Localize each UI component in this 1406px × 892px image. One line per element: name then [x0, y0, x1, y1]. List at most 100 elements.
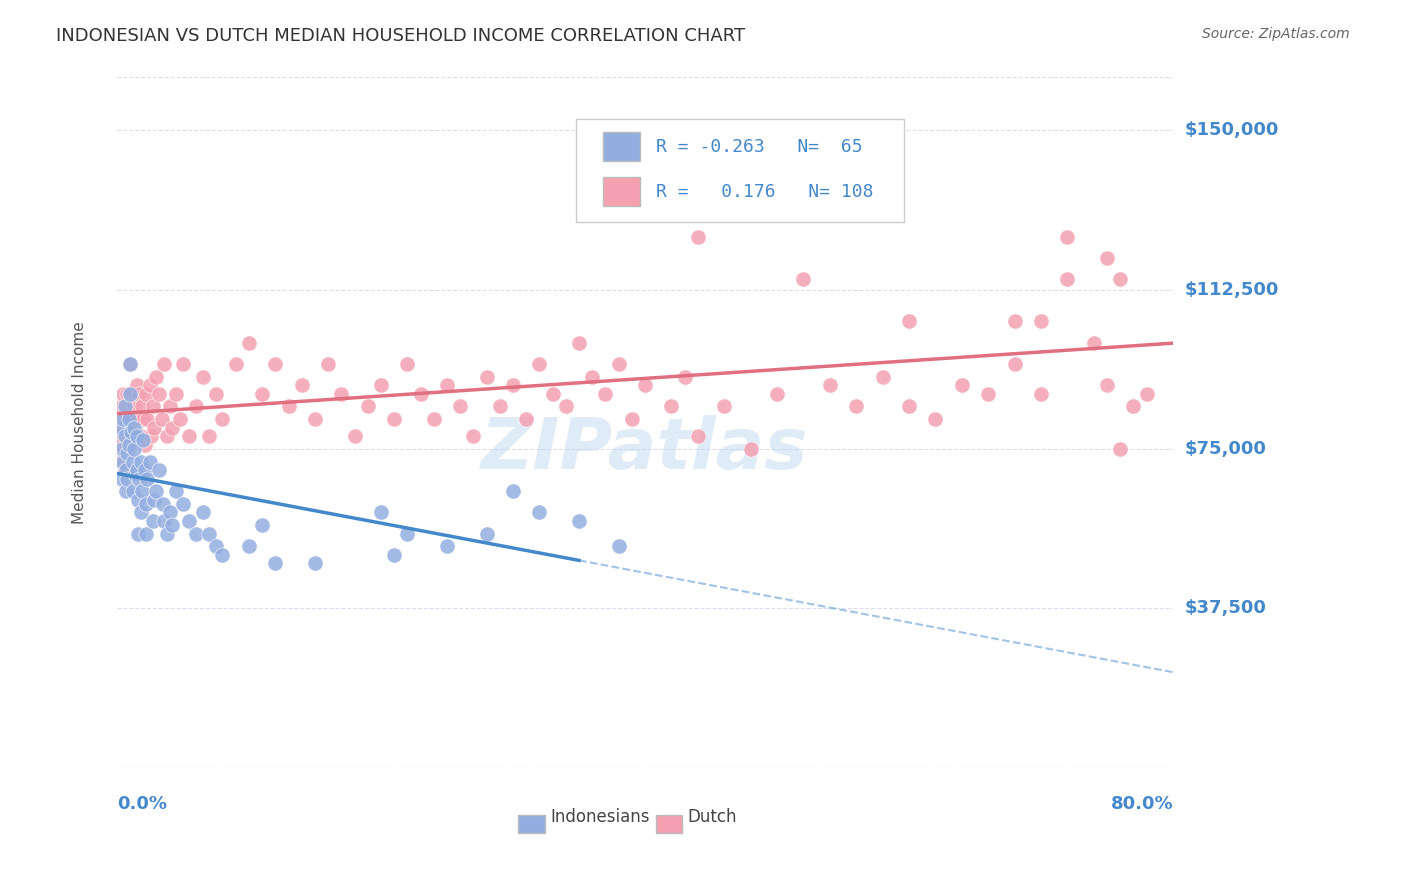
Dutch [673, 369, 696, 384]
Text: Median Household Income: Median Household Income [73, 321, 87, 524]
Indonesians [125, 463, 148, 477]
Text: INDONESIAN VS DUTCH MEDIAN HOUSEHOLD INCOME CORRELATION CHART: INDONESIAN VS DUTCH MEDIAN HOUSEHOLD INC… [56, 27, 745, 45]
Dutch [211, 412, 233, 426]
Dutch [488, 400, 510, 414]
Indonesians [121, 484, 143, 499]
Dutch [515, 412, 537, 426]
Text: $75,000: $75,000 [1184, 440, 1265, 458]
Dutch [179, 429, 201, 443]
Indonesians [117, 471, 139, 485]
Indonesians [370, 506, 392, 520]
Indonesians [118, 412, 141, 426]
Indonesians [118, 437, 141, 451]
Indonesians [205, 540, 228, 554]
Dutch [139, 378, 162, 392]
Indonesians [125, 429, 148, 443]
Dutch [607, 187, 630, 202]
Dutch [304, 412, 326, 426]
Dutch [111, 400, 134, 414]
Dutch [120, 386, 142, 401]
Indonesians [132, 434, 155, 448]
Dutch [264, 357, 287, 371]
Dutch [449, 400, 471, 414]
Dutch [343, 429, 366, 443]
Indonesians [529, 506, 551, 520]
Dutch [766, 386, 789, 401]
Text: Source: ZipAtlas.com: Source: ZipAtlas.com [1202, 27, 1350, 41]
Text: 80.0%: 80.0% [1111, 795, 1173, 813]
Dutch [198, 429, 221, 443]
Dutch [169, 412, 191, 426]
Dutch [950, 378, 973, 392]
Indonesians [117, 446, 139, 460]
Dutch [114, 463, 136, 477]
Dutch [634, 378, 657, 392]
Indonesians [114, 429, 136, 443]
Text: R =   0.176   N= 108: R = 0.176 N= 108 [655, 183, 873, 202]
Indonesians [152, 497, 174, 511]
Dutch [818, 378, 841, 392]
Indonesians [139, 454, 162, 468]
Indonesians [191, 506, 214, 520]
Dutch [110, 429, 132, 443]
Dutch [153, 357, 176, 371]
Dutch [1109, 442, 1132, 456]
Dutch [422, 412, 444, 426]
Dutch [225, 357, 247, 371]
Indonesians [112, 454, 135, 468]
Dutch [122, 400, 145, 414]
Dutch [502, 378, 524, 392]
Indonesians [238, 540, 260, 554]
Indonesians [141, 514, 163, 528]
Dutch [686, 229, 709, 244]
Dutch [872, 369, 894, 384]
FancyBboxPatch shape [603, 132, 640, 161]
Dutch [120, 357, 142, 371]
Indonesians [112, 412, 135, 426]
Dutch [150, 412, 173, 426]
Dutch [845, 400, 868, 414]
Dutch [108, 412, 131, 426]
Dutch [529, 357, 551, 371]
Dutch [112, 420, 135, 434]
Indonesians [135, 497, 157, 511]
Dutch [1095, 378, 1118, 392]
Dutch [142, 420, 165, 434]
Dutch [141, 400, 163, 414]
Dutch [125, 378, 148, 392]
Dutch [924, 412, 946, 426]
Indonesians [153, 514, 176, 528]
Dutch [370, 378, 392, 392]
Dutch [568, 335, 591, 350]
Dutch [121, 429, 143, 443]
Dutch [330, 386, 353, 401]
Indonesians [156, 526, 179, 541]
Dutch [131, 400, 153, 414]
Dutch [409, 386, 432, 401]
Dutch [172, 357, 194, 371]
Indonesians [148, 463, 170, 477]
Dutch [541, 386, 564, 401]
Dutch [165, 386, 187, 401]
FancyBboxPatch shape [576, 119, 904, 222]
Dutch [134, 437, 156, 451]
Dutch [1109, 272, 1132, 286]
Dutch [124, 420, 146, 434]
Dutch [713, 400, 735, 414]
Indonesians [304, 557, 326, 571]
Dutch [205, 386, 228, 401]
Indonesians [115, 484, 138, 499]
Indonesians [198, 526, 221, 541]
Indonesians [129, 506, 152, 520]
Dutch [1029, 314, 1052, 328]
Text: 0.0%: 0.0% [117, 795, 167, 813]
Indonesians [120, 357, 142, 371]
Dutch [118, 412, 141, 426]
Dutch [898, 400, 921, 414]
Text: Indonesians: Indonesians [550, 808, 650, 826]
Dutch [1095, 251, 1118, 265]
FancyBboxPatch shape [655, 815, 682, 832]
Dutch [463, 429, 485, 443]
Dutch [1136, 386, 1159, 401]
Indonesians [111, 442, 134, 456]
